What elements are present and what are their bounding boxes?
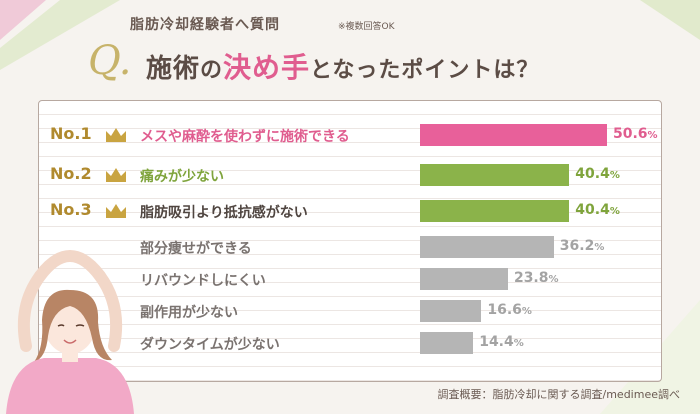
title-part-4: となったポイントは？	[310, 58, 540, 83]
chart-row: No.3 脂肪吸引より抵抗感がない 40.4%	[0, 196, 700, 226]
title-part-3: 決め手	[223, 51, 311, 84]
value-label: 40.4%	[575, 202, 620, 218]
rank-label: No.2	[50, 164, 92, 183]
survey-subtitle: 脂肪冷却経験者へ質問	[130, 17, 280, 33]
crown-icon	[106, 168, 126, 182]
title-part-1: 施術	[146, 54, 201, 84]
chart-row: 部分痩せができる 36.2%	[0, 232, 700, 262]
bar	[420, 124, 607, 146]
category-label: 副作用が少ない	[140, 305, 238, 321]
title-part-2: の	[200, 58, 224, 83]
value-label: 16.6%	[487, 302, 532, 318]
crown-icon	[106, 204, 126, 218]
question-mark: Q.	[88, 38, 132, 84]
bar	[420, 300, 482, 322]
rank-label: No.3	[50, 200, 92, 219]
chart-panel	[38, 100, 662, 382]
multiple-answer-note: ※複数回答OK	[338, 22, 395, 32]
bar	[420, 268, 508, 290]
value-label: 36.2%	[559, 238, 605, 254]
chart-row: No.1 メスや麻酔を使わずに施術できる 50.6%	[0, 120, 700, 150]
category-label: リバウンドしにくい	[140, 273, 266, 289]
value-label: 23.8%	[513, 270, 559, 286]
value-label: 50.6%	[613, 126, 658, 142]
value-label: 40.4%	[575, 166, 620, 182]
header: 脂肪冷却経験者へ質問 ※複数回答OK Q. 施術の決め手となったポイントは？	[0, 0, 700, 100]
category-label: ダウンタイムが少ない	[140, 337, 280, 353]
survey-footer: 調査概要：脂肪冷却に関する調査/medimee調べ	[437, 388, 680, 401]
bar	[420, 200, 570, 222]
chart-row: ダウンタイムが少ない 14.4%	[0, 328, 700, 358]
value-label: 14.4%	[479, 334, 524, 350]
crown-icon	[106, 128, 126, 142]
category-label: 脂肪吸引より抵抗感がない	[140, 205, 308, 221]
question-title: 施術の決め手となったポイントは？	[146, 46, 539, 86]
woman-illustration	[6, 250, 134, 414]
category-label: メスや麻酔を使わずに施術できる	[140, 129, 350, 145]
chart-row: リバウンドしにくい 23.8%	[0, 264, 700, 294]
chart-row: No.2 痛みが少ない 40.4%	[0, 160, 700, 190]
bar	[420, 164, 570, 186]
chart-row: 副作用が少ない 16.6%	[0, 296, 700, 326]
category-label: 部分痩せができる	[140, 241, 252, 257]
bar	[420, 236, 554, 258]
rank-label: No.1	[50, 124, 92, 143]
category-label: 痛みが少ない	[140, 169, 224, 185]
bar	[420, 332, 474, 354]
